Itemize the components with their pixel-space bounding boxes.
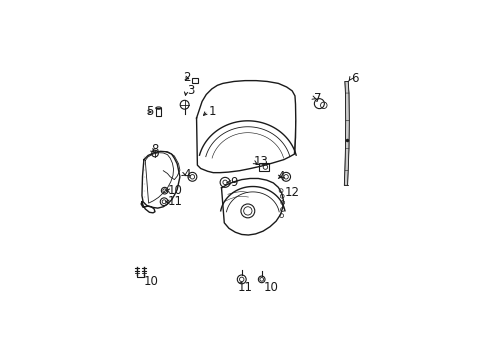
Text: 1: 1 [208,105,216,118]
Text: 3: 3 [186,84,194,97]
Text: 11: 11 [237,281,252,294]
Polygon shape [345,93,348,121]
Polygon shape [344,149,348,171]
Text: 4: 4 [277,170,285,183]
Polygon shape [344,81,348,93]
Text: 10: 10 [264,281,278,294]
Text: 12: 12 [284,186,299,199]
Bar [259,163,268,171]
Text: 10: 10 [143,275,159,288]
Text: 2: 2 [183,71,191,84]
Text: 13: 13 [253,156,268,168]
Text: 6: 6 [350,72,358,85]
Text: 5: 5 [145,105,153,118]
Polygon shape [345,121,348,149]
Text: 9: 9 [230,176,238,189]
Polygon shape [344,171,347,185]
Bar [192,78,198,82]
Text: 11: 11 [167,195,182,208]
Text: 7: 7 [314,91,321,105]
Text: 10: 10 [168,184,183,197]
Text: 4: 4 [183,167,190,180]
Bar [156,108,161,116]
Text: 8: 8 [151,143,159,156]
